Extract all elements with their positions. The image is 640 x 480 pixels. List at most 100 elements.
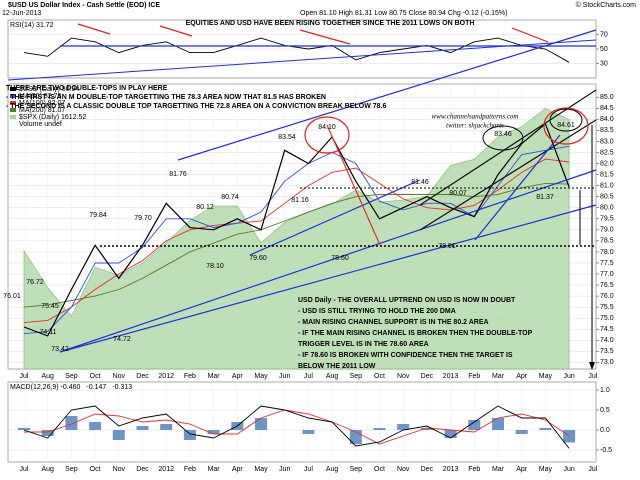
- trend-line: [59, 204, 597, 353]
- x-tick-label: Oct: [374, 373, 385, 380]
- y-tick-label: 84.0: [600, 116, 614, 123]
- arrow-head: [589, 362, 595, 370]
- trend-line: [326, 124, 381, 246]
- rsi-arrow: [77, 23, 111, 35]
- legend-swatch: [10, 108, 16, 112]
- watermark: www.channelsandpatterns.com: [432, 113, 519, 121]
- panel-frame: [7, 381, 597, 463]
- y-tick-label: 76.5: [600, 282, 614, 289]
- line: [23, 158, 570, 324]
- y-tick-label: 73.0: [600, 359, 614, 366]
- x-tick-label: Dec: [421, 373, 434, 380]
- price-label: 80.12: [196, 204, 214, 211]
- annotation: EQUITIES AND USD HAVE BEEN RISING TOGETH…: [186, 20, 475, 27]
- quote: Open 81.10 High 81.31 Low 80.75 Close 80…: [300, 10, 507, 17]
- rsi-trend-line: [7, 39, 597, 81]
- price-label: 79.84: [89, 212, 107, 219]
- trend-line: [177, 29, 597, 161]
- histogram-bar: [183, 430, 196, 440]
- line: [23, 37, 570, 63]
- y-tick-label: 70: [600, 31, 608, 38]
- area: [23, 108, 570, 370]
- commentary: BELOW THE 2011 LOW: [298, 363, 376, 370]
- x-tick-label: Dec: [136, 373, 149, 380]
- x-tick-label: Sep: [350, 373, 363, 380]
- x-tick-label: Apr: [516, 466, 528, 473]
- y-tick-label: 80.0: [600, 205, 614, 212]
- rsi-arrow: [511, 27, 549, 43]
- x-tick-label: Sep: [350, 466, 363, 473]
- commentary: - IF THE MAIN RISING CHANNEL IS BROKEN T…: [298, 330, 533, 337]
- x-tick-label: Mar: [492, 466, 505, 473]
- line: [23, 405, 570, 449]
- price-label: 81.37: [536, 194, 554, 201]
- line: [23, 182, 570, 308]
- y-tick-label: 81.0: [600, 182, 614, 189]
- histogram-bar: [397, 424, 410, 430]
- legend-label: MA(200) 81.07: [19, 107, 65, 114]
- histogram-bar: [539, 428, 552, 430]
- commentary: TRIGGER LEVEL IS IN THE 78.60 AREA: [298, 341, 429, 348]
- legend-swatch: [10, 115, 16, 119]
- x-tick-label: Jul: [588, 466, 597, 473]
- histogram-bar: [136, 426, 149, 430]
- price-label: 84.61: [557, 122, 575, 129]
- x-tick-label: Jul: [20, 373, 29, 380]
- y-tick-label: 78.0: [600, 249, 614, 256]
- x-tick-label: Nov: [113, 373, 126, 380]
- x-tick-label: Nov: [397, 466, 410, 473]
- x-tick-label: 2013: [443, 373, 459, 380]
- x-tick-label: Jul: [304, 466, 313, 473]
- credit: © StockCharts.com: [576, 1, 637, 9]
- x-tick-label: Nov: [397, 373, 410, 380]
- x-tick-label: Feb: [468, 466, 480, 473]
- x-tick-label: Oct: [90, 373, 101, 380]
- x-tick-label: 2013: [443, 466, 459, 473]
- y-tick-label: 79.5: [600, 216, 614, 223]
- histogram-bar: [302, 430, 315, 434]
- price-label: 84.10: [318, 124, 336, 131]
- y-tick-label: 0.0: [600, 427, 610, 434]
- price-label: 78.10: [206, 263, 224, 270]
- x-tick-label: Oct: [90, 466, 101, 473]
- price-label: 74.72: [113, 336, 131, 343]
- x-tick-label: Aug: [326, 466, 339, 473]
- legend-label: $USD (Daily) 80.94: [19, 86, 79, 93]
- y-tick-label: 82.5: [600, 149, 614, 156]
- legend-label: RSI(14) 31.72: [10, 22, 54, 29]
- x-tick-label: Aug: [326, 373, 339, 380]
- y-tick-label: 77.5: [600, 260, 614, 267]
- legend-label: -0.147: [86, 384, 106, 391]
- highlight-circle: [549, 108, 583, 132]
- x-tick-label: Dec: [421, 466, 434, 473]
- y-tick-label: 78.5: [600, 238, 614, 245]
- legend-swatch: [10, 87, 16, 91]
- price-label: 76.01: [3, 293, 21, 300]
- x-tick-label: Feb: [184, 466, 196, 473]
- y-tick-label: 81.5: [600, 171, 614, 178]
- histogram-bar: [373, 428, 386, 430]
- x-tick-label: Feb: [468, 373, 480, 380]
- histogram-bar: [563, 430, 576, 443]
- x-tick-label: Jun: [563, 466, 574, 473]
- histogram-bar: [492, 418, 504, 430]
- legend-label: MA(100) 82.07: [19, 100, 65, 107]
- price-label: 78.91: [438, 243, 456, 250]
- note: - THE FIRST IS AN M DOUBLE-TOP TARGETTIN…: [6, 94, 326, 101]
- y-tick-label: 77.0: [600, 271, 614, 278]
- x-tick-label: Sep: [65, 373, 78, 380]
- legend-label: MA(50) 82.78: [19, 93, 62, 100]
- legend-label: MACD(12,26,9) -0.460: [10, 384, 81, 391]
- legend-swatch: [10, 94, 16, 98]
- x-tick-label: Sep: [65, 466, 78, 473]
- price-label: 76.72: [26, 279, 44, 286]
- legend-label: $SPX (Daily) 1612.52: [19, 114, 86, 121]
- rsi-arrow: [299, 29, 351, 45]
- price-label: 75.45: [41, 303, 59, 310]
- x-tick-label: Jun: [563, 373, 574, 380]
- y-tick-label: 85.0: [600, 94, 614, 101]
- y-tick-label: 1.0: [600, 387, 610, 394]
- x-tick-label: 2012: [158, 466, 174, 473]
- histogram-bar: [420, 428, 433, 430]
